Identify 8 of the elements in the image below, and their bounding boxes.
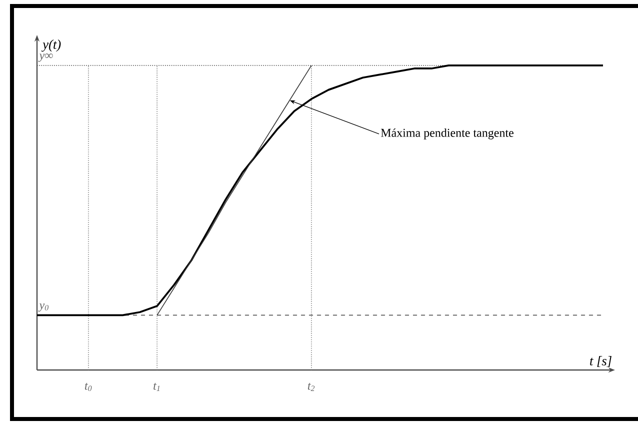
x-tick-label: t$_{0}$ — [84, 382, 92, 392]
ref-line-label: y$_{0}$ — [38, 303, 49, 312]
ref-line-label: y∞ — [38, 53, 53, 62]
x-tick-label: t$_{1}$ — [154, 382, 160, 391]
x-tick-label: t$_{2}$ — [308, 382, 315, 391]
y-axis-title: y(t) — [41, 40, 61, 52]
x-axis-title: t [s] — [590, 356, 612, 368]
annotation: Máxima pendiente tangente — [380, 128, 514, 140]
